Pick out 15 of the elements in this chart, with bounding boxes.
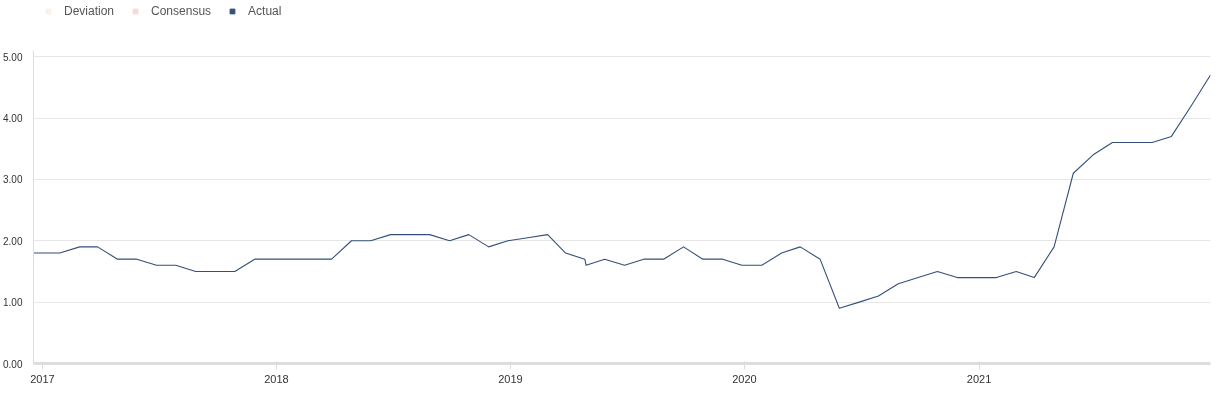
y-tick-label: 1.00 — [3, 297, 23, 309]
x-tick-label: 2019 — [498, 372, 523, 385]
x-tick-label: 2020 — [732, 372, 757, 385]
line-series — [33, 74, 1211, 309]
legend-label: Actual — [248, 4, 282, 18]
y-tick-label: 2.00 — [3, 235, 23, 247]
x-tick-label: 2021 — [966, 372, 992, 385]
legend-label: Consensus — [151, 4, 212, 18]
x-tick-label: 2017 — [30, 372, 55, 385]
x-tick-label: 2018 — [264, 372, 289, 385]
y-tick-label: 3.00 — [3, 174, 23, 186]
y-tick-label: 0.00 — [3, 358, 23, 370]
legend-label: Deviation — [64, 4, 115, 18]
y-tick-label: 5.00 — [3, 51, 23, 63]
y-tick-label: 4.00 — [3, 113, 23, 125]
